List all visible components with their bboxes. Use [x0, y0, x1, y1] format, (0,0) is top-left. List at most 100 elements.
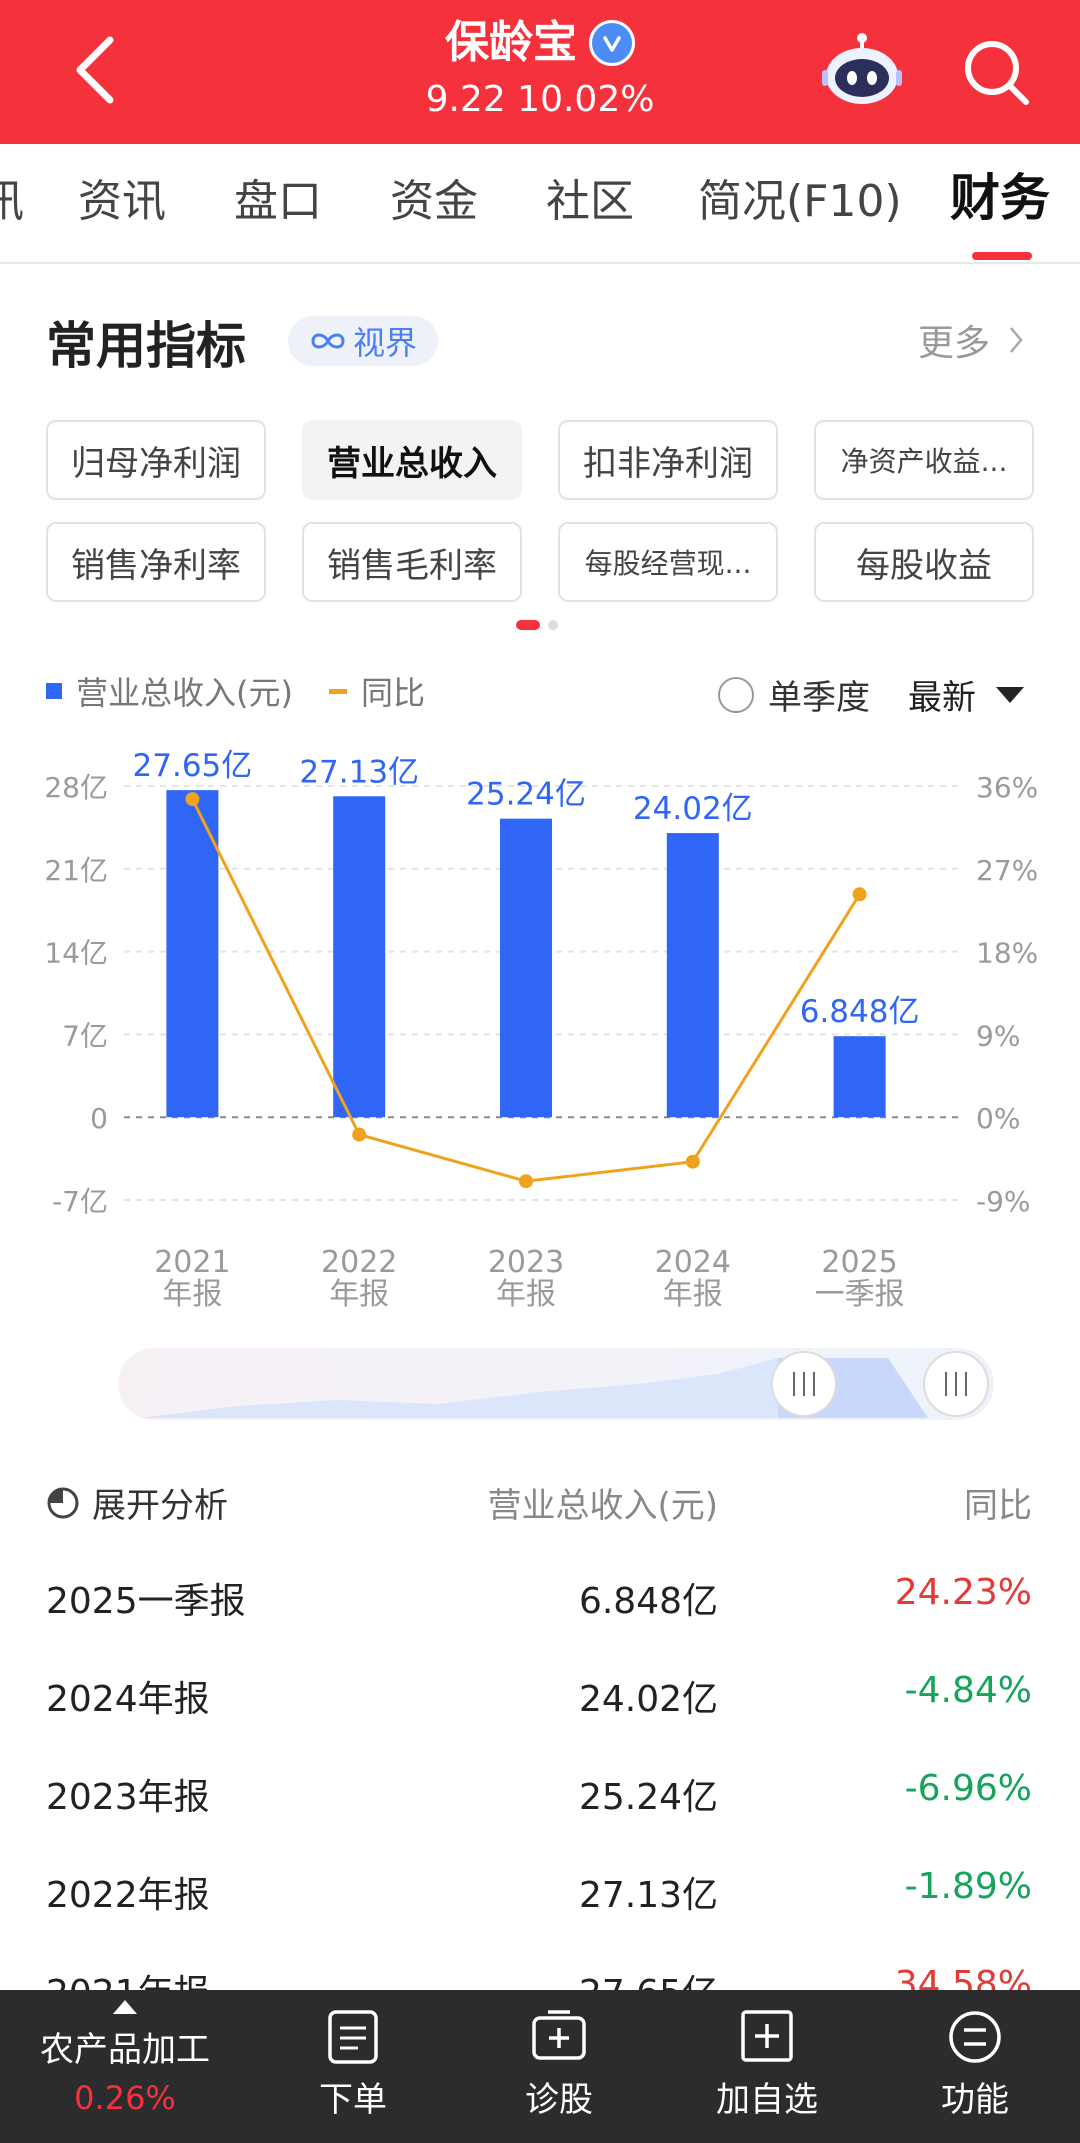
x-tick-label: 2022: [321, 1245, 397, 1280]
page-dot-active: [516, 620, 540, 630]
function-button[interactable]: 功能: [890, 2008, 1060, 2121]
table-row[interactable]: 2025一季报 6.848亿 24.23%: [0, 1546, 1080, 1644]
back-icon[interactable]: [62, 30, 132, 110]
tab-finance[interactable]: 财务: [950, 169, 1050, 227]
verified-icon: [589, 20, 635, 66]
row-yoy: -1.89%: [904, 1866, 1032, 1907]
diagnose-button[interactable]: 诊股: [474, 2008, 644, 2121]
tab-bar: 讯 资讯 盘口 资金 社区 简况(F10) 财务: [0, 144, 1080, 264]
row-period: 2022年报: [46, 1875, 210, 1916]
indicator-gross-margin[interactable]: 销售毛利率: [302, 522, 522, 602]
revenue-chart: 28亿 36% 21亿 27% 14亿 18% 7亿 9% 0 0% -7亿 -9% 27.65亿 27.…: [44, 748, 1038, 1312]
function-label: 功能: [941, 2080, 1009, 2120]
right-tick-label: 18%: [976, 937, 1038, 970]
sector-button[interactable]: 农产品加工 0.26%: [20, 1990, 230, 2117]
left-tick-label: 7亿: [62, 1019, 108, 1052]
expand-analysis-button[interactable]: 展开分析: [46, 1478, 228, 1527]
right-tick-label: 27%: [976, 854, 1038, 887]
row-period: 2025一季报: [46, 1581, 246, 1622]
single-quarter-toggle[interactable]: 单季度: [718, 670, 870, 719]
add-watchlist-icon: [741, 2010, 793, 2062]
row-revenue: 6.848亿: [578, 1581, 718, 1622]
x-tick-label: 2025: [821, 1245, 897, 1280]
bar: [833, 1036, 886, 1118]
row-period: 2024年报: [46, 1679, 210, 1720]
row-revenue: 24.02亿: [578, 1679, 718, 1720]
table-row[interactable]: 2022年报 27.13亿 -1.89%: [0, 1840, 1080, 1938]
indicator-eps[interactable]: 每股收益: [814, 522, 1034, 602]
stock-title[interactable]: 保龄宝: [445, 14, 635, 72]
x-tick-label: 2021: [154, 1245, 230, 1280]
tab-f10[interactable]: 简况(F10): [698, 176, 902, 227]
left-tick-label: 28亿: [44, 771, 108, 804]
search-icon[interactable]: [960, 36, 1032, 108]
chevron-right-icon: [1010, 327, 1023, 353]
tab-community[interactable]: 社区: [546, 176, 634, 227]
row-yoy: -6.96%: [904, 1768, 1032, 1809]
tab-partial[interactable]: 讯: [0, 176, 24, 227]
legend-bar-label: 营业总收入(元): [76, 674, 293, 712]
table-row[interactable]: 2024年报 24.02亿 -4.84%: [0, 1644, 1080, 1742]
right-tick-label: -9%: [976, 1185, 1031, 1218]
indicator-operating-cashflow-per-share[interactable]: 每股经营现...: [558, 522, 778, 602]
page-indicator: [516, 620, 558, 630]
sector-name: 农产品加工: [40, 2030, 210, 2070]
stock-name: 保龄宝: [445, 17, 577, 68]
bar-value-label: 27.65亿: [133, 748, 253, 784]
x-tick-label: 一季报: [815, 1277, 905, 1312]
left-tick-label: 14亿: [44, 937, 108, 970]
row-revenue: 25.24亿: [578, 1777, 718, 1818]
vision-button[interactable]: 视界: [288, 316, 438, 366]
yoy-point: [185, 792, 200, 807]
latest-dropdown[interactable]: 最新: [908, 670, 1024, 719]
add-watchlist-label: 加自选: [716, 2080, 818, 2120]
bar: [166, 790, 219, 1118]
indicator-net-margin[interactable]: 销售净利率: [46, 522, 266, 602]
bar: [333, 796, 386, 1118]
row-yoy: 24.23%: [894, 1572, 1032, 1613]
section-title: 常用指标: [46, 317, 246, 375]
more-link[interactable]: 更多: [918, 314, 1024, 366]
table-header: 展开分析 营业总收入(元) 同比: [0, 1470, 1080, 1530]
left-tick-label: 21亿: [44, 854, 108, 887]
page-dot: [548, 620, 558, 630]
row-yoy: -4.84%: [904, 1670, 1032, 1711]
row-revenue: 27.13亿: [578, 1875, 718, 1916]
robot-assistant-icon[interactable]: [822, 32, 902, 108]
radio-icon: [718, 676, 754, 713]
yoy-point: [519, 1174, 533, 1189]
indicator-net-profit-parent[interactable]: 归母净利润: [46, 420, 266, 500]
x-tick-label: 2023: [488, 1245, 564, 1280]
pie-chart-icon: [47, 1487, 79, 1518]
order-button[interactable]: 下单: [268, 2008, 438, 2121]
bar: [500, 818, 552, 1118]
left-tick-label: 0: [90, 1102, 108, 1135]
chart-legend: 营业总收入(元) 同比: [46, 668, 425, 714]
expand-analysis-label: 展开分析: [92, 1486, 228, 1526]
legend-bar-swatch: [46, 683, 62, 699]
range-slider[interactable]: [118, 1348, 994, 1420]
dropdown-triangle-icon: [996, 686, 1024, 703]
tab-news[interactable]: 资讯: [78, 176, 166, 227]
indicator-roe[interactable]: 净资产收益...: [814, 420, 1034, 500]
stock-price-change: 9.22 10.02%: [425, 79, 655, 120]
order-label: 下单: [319, 2080, 387, 2120]
bar-value-label: 25.24亿: [466, 777, 586, 813]
stock-title-block: 保龄宝 9.22 10.02%: [0, 14, 1080, 124]
more-label: 更多: [918, 323, 991, 364]
caret-up-icon: [113, 2000, 137, 2014]
add-watchlist-button[interactable]: 加自选: [682, 2008, 852, 2121]
tab-quote[interactable]: 盘口: [234, 176, 322, 227]
bar: [666, 833, 719, 1118]
x-tick-label: 年报: [496, 1277, 556, 1312]
x-tick-label: 年报: [162, 1277, 222, 1312]
diagnose-label: 诊股: [525, 2080, 593, 2120]
tab-capital[interactable]: 资金: [390, 176, 478, 227]
right-tick-label: 36%: [976, 771, 1038, 804]
right-tick-label: 0%: [976, 1102, 1020, 1135]
indicator-net-profit-deducted[interactable]: 扣非净利润: [558, 420, 778, 500]
table-row[interactable]: 2023年报 25.24亿 -6.96%: [0, 1742, 1080, 1840]
indicator-total-revenue[interactable]: 营业总收入: [302, 420, 522, 500]
col-header-yoy: 同比: [964, 1486, 1032, 1526]
infinity-icon: [311, 333, 345, 349]
